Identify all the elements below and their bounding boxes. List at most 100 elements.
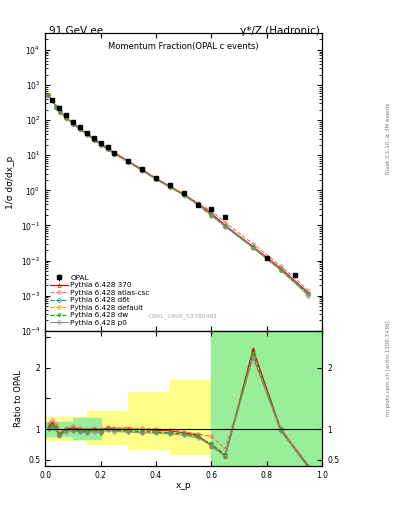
Pythia 6.428 370 — [54, 103, 59, 110]
Pythia 6.428 atlas-csc — [77, 125, 82, 132]
Pythia 6.428 p0 — [50, 97, 55, 103]
Pythia 6.428 atlas-csc — [46, 92, 50, 98]
Pythia 6.428 d6t — [195, 201, 200, 207]
Pythia 6.428 d6t — [71, 120, 75, 126]
Pythia 6.428 p0 — [105, 146, 110, 152]
Pythia 6.428 atlas-csc — [58, 109, 63, 115]
Pythia 6.428 370 — [223, 222, 228, 228]
Pythia 6.428 d6t — [251, 244, 255, 250]
Pythia 6.428 default — [167, 184, 172, 190]
Pythia 6.428 d6t — [46, 92, 50, 98]
Pythia 6.428 atlas-csc — [112, 150, 117, 156]
Pythia 6.428 dw — [209, 212, 214, 218]
Pythia 6.428 default — [91, 137, 96, 143]
Pythia 6.428 d6t — [91, 137, 96, 143]
Pythia 6.428 atlas-csc — [64, 114, 68, 120]
Pythia 6.428 atlas-csc — [167, 183, 172, 189]
Pythia 6.428 default — [112, 151, 117, 157]
Pythia 6.428 default — [71, 120, 75, 126]
Pythia 6.428 atlas-csc — [140, 166, 145, 173]
Pythia 6.428 d6t — [77, 126, 82, 132]
Pythia 6.428 p0 — [58, 109, 63, 115]
Pythia 6.428 p0 — [54, 104, 59, 110]
Pythia 6.428 dw — [278, 267, 283, 273]
Pythia 6.428 dw — [71, 120, 75, 126]
Pythia 6.428 d6t — [50, 97, 55, 103]
Pythia 6.428 atlas-csc — [182, 191, 186, 197]
Pythia 6.428 p0 — [71, 121, 75, 127]
Pythia 6.428 atlas-csc — [195, 200, 200, 206]
Pythia 6.428 d6t — [223, 223, 228, 229]
Pythia 6.428 p0 — [91, 137, 96, 143]
Text: Momentum Fraction(OPAL c events): Momentum Fraction(OPAL c events) — [108, 42, 259, 51]
Pythia 6.428 370 — [140, 166, 145, 173]
Pythia 6.428 p0 — [84, 132, 89, 138]
Pythia 6.428 atlas-csc — [209, 208, 214, 214]
Pythia 6.428 p0 — [112, 151, 117, 157]
Pythia 6.428 370 — [154, 175, 158, 181]
Pythia 6.428 370 — [182, 191, 186, 197]
Pythia 6.428 atlas-csc — [98, 140, 103, 146]
Pythia 6.428 default — [223, 223, 228, 229]
Pythia 6.428 d6t — [64, 115, 68, 121]
Text: OPAL_1998_S3780481: OPAL_1998_S3780481 — [149, 313, 219, 319]
Pythia 6.428 370 — [58, 109, 63, 115]
Pythia 6.428 default — [50, 97, 55, 103]
Pythia 6.428 dw — [167, 184, 172, 190]
Pythia 6.428 atlas-csc — [223, 220, 228, 226]
Pythia 6.428 370 — [167, 183, 172, 189]
Pythia 6.428 dw — [50, 97, 55, 103]
Pythia 6.428 atlas-csc — [91, 136, 96, 142]
Pythia 6.428 atlas-csc — [54, 103, 59, 110]
Pythia 6.428 p0 — [195, 202, 200, 208]
Pythia 6.428 p0 — [154, 176, 158, 182]
Pythia 6.428 default — [195, 201, 200, 207]
Text: mcplots.cern.ch [arXiv:1306.3436]: mcplots.cern.ch [arXiv:1306.3436] — [386, 321, 391, 416]
Pythia 6.428 dw — [182, 191, 186, 198]
Pythia 6.428 d6t — [84, 131, 89, 137]
Pythia 6.428 default — [54, 104, 59, 110]
Pythia 6.428 370 — [50, 97, 55, 103]
Pythia 6.428 d6t — [126, 159, 131, 165]
Pythia 6.428 dw — [154, 176, 158, 182]
Pythia 6.428 dw — [140, 167, 145, 174]
Line: Pythia 6.428 p0: Pythia 6.428 p0 — [46, 94, 310, 297]
Pythia 6.428 370 — [46, 92, 50, 98]
Text: 91 GeV ee: 91 GeV ee — [49, 26, 103, 36]
Pythia 6.428 370 — [195, 200, 200, 206]
Pythia 6.428 dw — [251, 244, 255, 250]
Pythia 6.428 p0 — [77, 126, 82, 133]
Pythia 6.428 d6t — [182, 191, 186, 198]
Pythia 6.428 d6t — [58, 109, 63, 115]
Line: Pythia 6.428 370: Pythia 6.428 370 — [46, 93, 310, 294]
Pythia 6.428 p0 — [46, 92, 50, 98]
Pythia 6.428 atlas-csc — [71, 120, 75, 126]
Pythia 6.428 d6t — [278, 267, 283, 273]
Pythia 6.428 370 — [84, 131, 89, 137]
Pythia 6.428 dw — [223, 223, 228, 229]
Pythia 6.428 p0 — [98, 142, 103, 148]
Y-axis label: Ratio to OPAL: Ratio to OPAL — [14, 370, 23, 427]
Pythia 6.428 d6t — [98, 142, 103, 148]
Pythia 6.428 atlas-csc — [154, 175, 158, 181]
Pythia 6.428 default — [58, 109, 63, 115]
Pythia 6.428 dw — [54, 104, 59, 110]
Pythia 6.428 p0 — [64, 115, 68, 121]
Line: Pythia 6.428 default: Pythia 6.428 default — [46, 94, 310, 296]
Pythia 6.428 dw — [105, 146, 110, 152]
Pythia 6.428 dw — [84, 131, 89, 137]
Pythia 6.428 370 — [306, 290, 311, 296]
Line: Pythia 6.428 dw: Pythia 6.428 dw — [46, 94, 310, 296]
Pythia 6.428 dw — [91, 137, 96, 143]
Pythia 6.428 370 — [98, 140, 103, 146]
Pythia 6.428 370 — [209, 210, 214, 217]
Y-axis label: 1/σ dσ/dx_p: 1/σ dσ/dx_p — [6, 155, 15, 208]
Pythia 6.428 370 — [251, 244, 255, 250]
Pythia 6.428 d6t — [306, 291, 311, 297]
Pythia 6.428 default — [77, 126, 82, 132]
Pythia 6.428 default — [98, 142, 103, 148]
Pythia 6.428 atlas-csc — [50, 97, 55, 103]
X-axis label: x_p: x_p — [176, 481, 191, 490]
Pythia 6.428 370 — [64, 114, 68, 120]
Pythia 6.428 p0 — [306, 292, 311, 298]
